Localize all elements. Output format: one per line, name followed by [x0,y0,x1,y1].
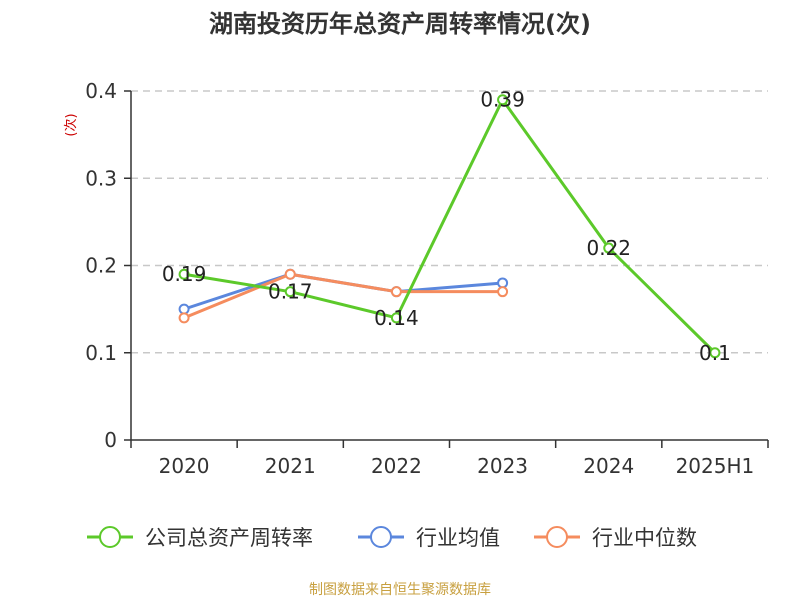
legend-label: 公司总资产周转率 [145,526,313,550]
legend-label: 行业均值 [416,526,500,550]
data-point [497,277,509,289]
legend: 公司总资产周转率 行业均值 行业中位数 [87,526,697,550]
y-tick-label: 0.2 [85,254,117,278]
x-tick-label: 2020 [159,454,210,478]
legend-swatch-marker [99,526,121,548]
data-point [284,268,296,280]
data-point [178,268,190,280]
y-axis-label: (次) [63,113,79,136]
data-label: 0.17 [268,280,313,304]
source-note: 制图数据来自恒生聚源数据库 [309,582,491,598]
data-point [284,286,296,298]
data-point [497,94,509,106]
data-label: 0.19 [162,262,207,286]
y-tick-label: 0 [104,428,117,452]
y-tick-label: 0.1 [85,341,117,365]
data-point [709,347,721,359]
x-tick-label: 2024 [583,454,634,478]
legend-item: 公司总资产周转率 [87,526,313,550]
data-point [497,286,509,298]
legend-swatch-marker [546,526,568,548]
data-point [178,303,190,315]
data-point [178,312,190,324]
series-line [183,98,716,354]
data-point [390,286,402,298]
data-labels: 0.19 0.17 0.14 0.39 0.22 0.1 [162,88,731,365]
axes: 0 0.1 0.2 0.3 0.4 2020 2021 2022 2023 2024 2025H1 [85,79,769,478]
data-label: 0.39 [480,88,525,112]
x-tick-label: 2021 [265,454,316,478]
legend-swatch-marker [370,526,392,548]
x-tick-label: 2022 [371,454,422,478]
data-point [390,312,402,324]
legend-item: 行业均值 [358,526,500,550]
series-lines [178,94,721,359]
data-label: 0.22 [586,236,631,260]
series-line [183,272,503,320]
legend-item: 行业中位数 [534,526,697,550]
y-tick-label: 0.3 [85,166,117,190]
data-label: 0.1 [699,341,731,365]
gridlines [131,90,768,354]
data-point [603,242,615,254]
y-tick-label: 0.4 [85,79,117,103]
legend-label: 行业中位数 [592,526,697,550]
chart-title: 湖南投资历年总资产周转率情况(次) [209,10,591,38]
data-label: 0.14 [374,306,419,330]
x-tick-label: 2025H1 [676,454,755,478]
x-tick-label: 2023 [477,454,528,478]
